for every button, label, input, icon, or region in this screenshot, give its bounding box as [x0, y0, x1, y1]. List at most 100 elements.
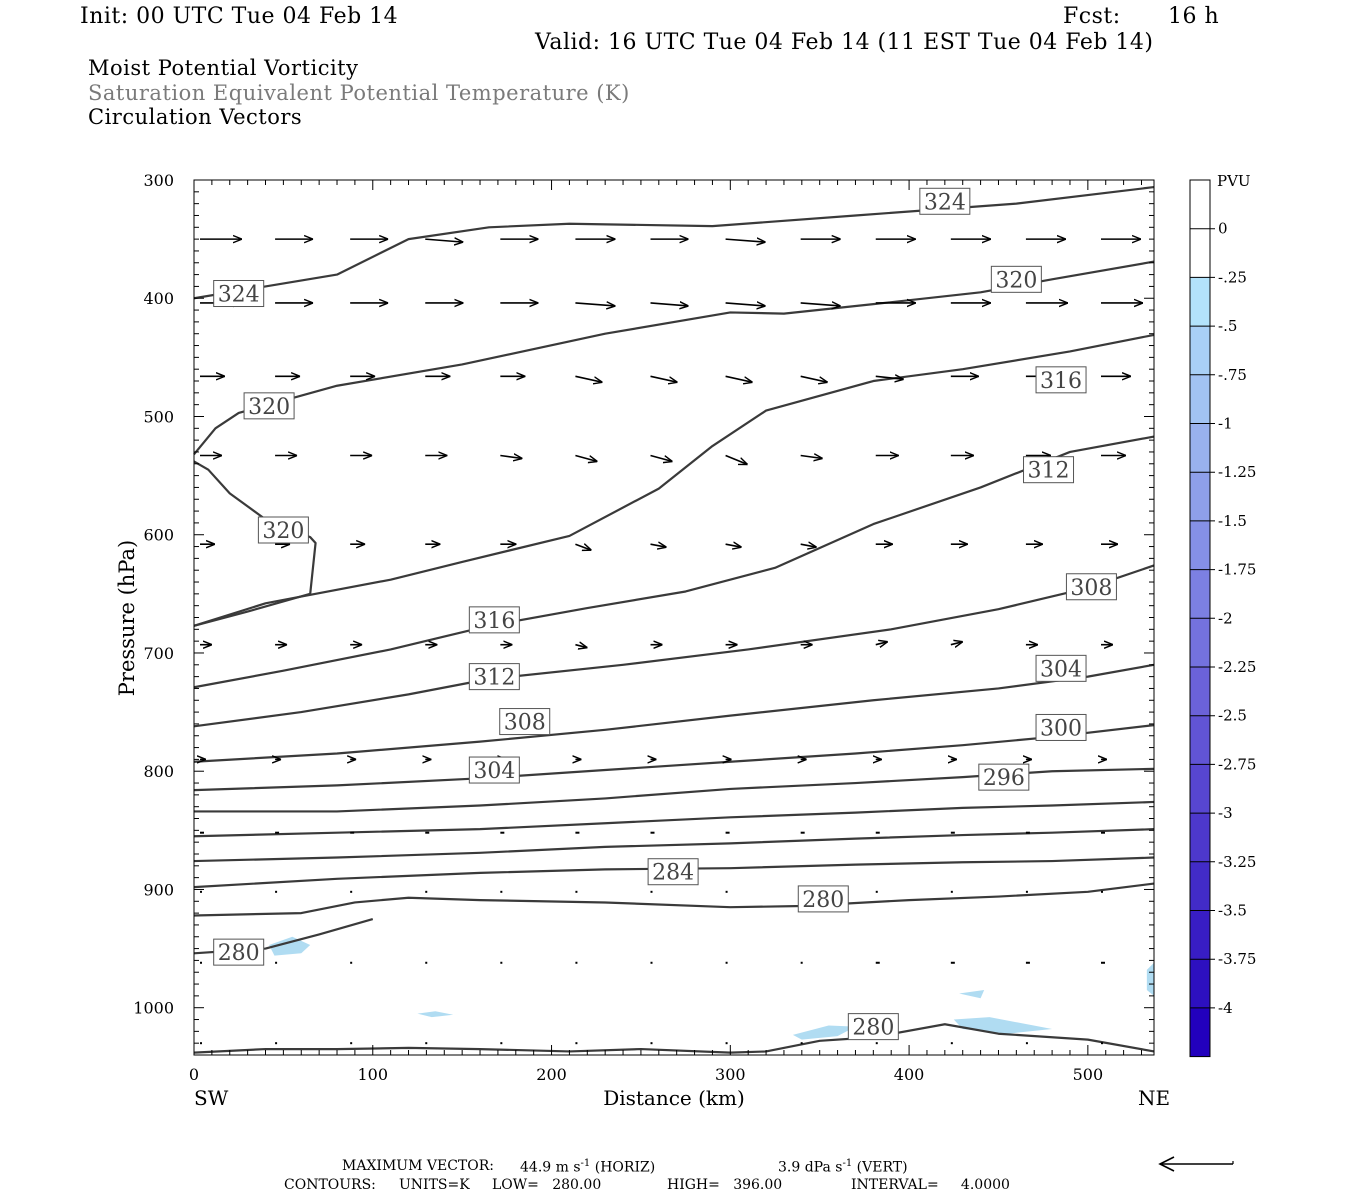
colorbar-label: -.25 — [1218, 268, 1247, 286]
contour-label-text: 280 — [218, 941, 260, 966]
colorbar-swatch — [1190, 277, 1210, 327]
vector-arrow — [575, 645, 587, 648]
vector-arrow — [575, 454, 597, 462]
vector-arrow — [800, 456, 823, 459]
contour-label: 280 — [797, 885, 849, 913]
pv-region-4 — [959, 989, 985, 999]
vector-arrow — [575, 303, 615, 306]
forecast-label: Fcst: — [1063, 4, 1121, 29]
contour-label: 304 — [1035, 654, 1087, 682]
colorbar-swatch — [1190, 423, 1210, 473]
vector-arrow — [650, 544, 667, 547]
right-endpoint-label: NE — [1138, 1086, 1170, 1110]
vector-arrow — [875, 376, 904, 379]
pv-region-2 — [792, 1025, 856, 1040]
contour-label-text: 280 — [802, 888, 844, 913]
contour-interval: INTERVAL= 4.0000 — [851, 1177, 1010, 1193]
contour-280-12 — [193, 882, 1155, 917]
contour-label-text: 284 — [652, 861, 694, 886]
colorbar-label: -2 — [1218, 609, 1233, 627]
colorbar-label: -3.25 — [1218, 853, 1256, 871]
contour-288-10 — [193, 828, 1155, 863]
y-tick-label: 300 — [143, 171, 174, 190]
x-axis-title: Distance (km) — [603, 1086, 745, 1110]
pv-region-3 — [953, 1017, 1053, 1034]
colorbar-swatch — [1190, 959, 1210, 1008]
horiz-value: 44.9 m s — [520, 1159, 581, 1176]
contour-label: 320 — [990, 265, 1042, 293]
colorbar-label: -2.75 — [1218, 755, 1256, 773]
contour-label-text: 296 — [983, 766, 1025, 791]
colorbar-label: -3 — [1218, 804, 1233, 822]
contour-units: UNITS=K — [399, 1177, 470, 1193]
contour-label-text: 324 — [218, 283, 260, 308]
pv-colorbar: 0 -.25 -.5 -.75 -1 -1.25 -1.5 -1.75 -2 -2.25 -2.5 -… — [1189, 179, 1256, 1058]
contour-label: 316 — [1035, 366, 1087, 394]
title-moist-pv: Moist Potential Vorticity — [88, 56, 359, 80]
valid-time: Valid: 16 UTC Tue 04 Feb 14 (11 EST Tue … — [535, 30, 1154, 55]
contour-label: 312 — [1023, 456, 1075, 484]
contour-label-text: 316 — [473, 609, 515, 634]
colorbar-label: -1.5 — [1218, 512, 1247, 530]
vector-arrow — [725, 375, 753, 382]
plot-frame — [193, 179, 1155, 1056]
colorbar-swatch — [1190, 569, 1210, 619]
vector-arrow — [425, 239, 463, 242]
title-theta-es: Saturation Equivalent Potential Temperat… — [88, 81, 630, 105]
vector-arrow — [650, 375, 678, 382]
vector-arrow — [500, 456, 522, 459]
contour-label-layer: 324 324 320 320 320 316 316 312 312 308 308 304 304 3… — [213, 187, 1117, 1041]
contour-label: 320 — [243, 392, 295, 420]
pv-region-0 — [269, 936, 311, 956]
vector-arrow — [800, 303, 841, 306]
y-tick-label: 800 — [143, 762, 174, 781]
horiz-unit: (HORIZ) — [594, 1159, 656, 1176]
contour-label: 300 — [1035, 713, 1087, 741]
contour-312-4 — [193, 435, 1155, 689]
title-circulation: Circulation Vectors — [88, 105, 303, 129]
vector-arrow — [575, 375, 602, 382]
vector-arrow — [575, 544, 591, 550]
colorbar-swatch — [1190, 861, 1210, 911]
vector-arrow — [650, 303, 689, 306]
vector-arrow — [725, 239, 766, 242]
colorbar-swatch — [1190, 667, 1210, 716]
contour-label: 324 — [919, 187, 971, 215]
colorbar-swatch — [1190, 715, 1210, 765]
contour-label: 284 — [647, 858, 699, 886]
contour-label: 308 — [499, 708, 551, 736]
y-tick-label: 400 — [143, 289, 174, 308]
colorbar-label: 0 — [1218, 220, 1228, 238]
contour-label: 280 — [213, 938, 265, 966]
colorbar-label: -3.75 — [1218, 950, 1256, 968]
contour-label: 296 — [978, 763, 1030, 791]
vector-arrow — [800, 375, 828, 382]
contour-label: 304 — [468, 756, 520, 784]
y-tick-label: 700 — [143, 644, 174, 663]
vector-arrow — [725, 544, 742, 547]
colorbar-swatch — [1190, 228, 1210, 278]
x-tick-label: 200 — [536, 1065, 567, 1084]
contour-label-text: 320 — [248, 395, 290, 420]
forecast-hours: 16 h — [1168, 4, 1220, 29]
colorbar-swatch — [1190, 374, 1210, 424]
y-tick-label: 1000 — [133, 999, 174, 1018]
contour-label-text: 312 — [473, 666, 515, 691]
y-tick-label: 600 — [143, 526, 174, 545]
init-time: Init: 00 UTC Tue 04 Feb 14 — [80, 4, 399, 29]
contour-292-9 — [193, 800, 1155, 838]
max-vector-horiz: 44.9 m s-1 (HORIZ) — [520, 1158, 656, 1176]
y-axis-title: Pressure (hPa) — [115, 540, 139, 696]
colorbar-label: -4 — [1218, 999, 1233, 1017]
max-vector-vert: 3.9 dPa s-1 (VERT) — [778, 1158, 908, 1176]
x-tick-label: 300 — [715, 1065, 746, 1084]
colorbar-label: -1.75 — [1218, 561, 1256, 579]
contour-label-text: 312 — [1028, 459, 1070, 484]
max-vector-label: MAXIMUM VECTOR: — [342, 1158, 494, 1174]
colorbar-swatch — [1190, 1007, 1210, 1057]
contour-label: 320 — [257, 516, 309, 544]
colorbar-label: -2.25 — [1218, 658, 1256, 676]
contour-label: 280 — [847, 1013, 899, 1041]
contour-label-text: 280 — [852, 1016, 894, 1041]
